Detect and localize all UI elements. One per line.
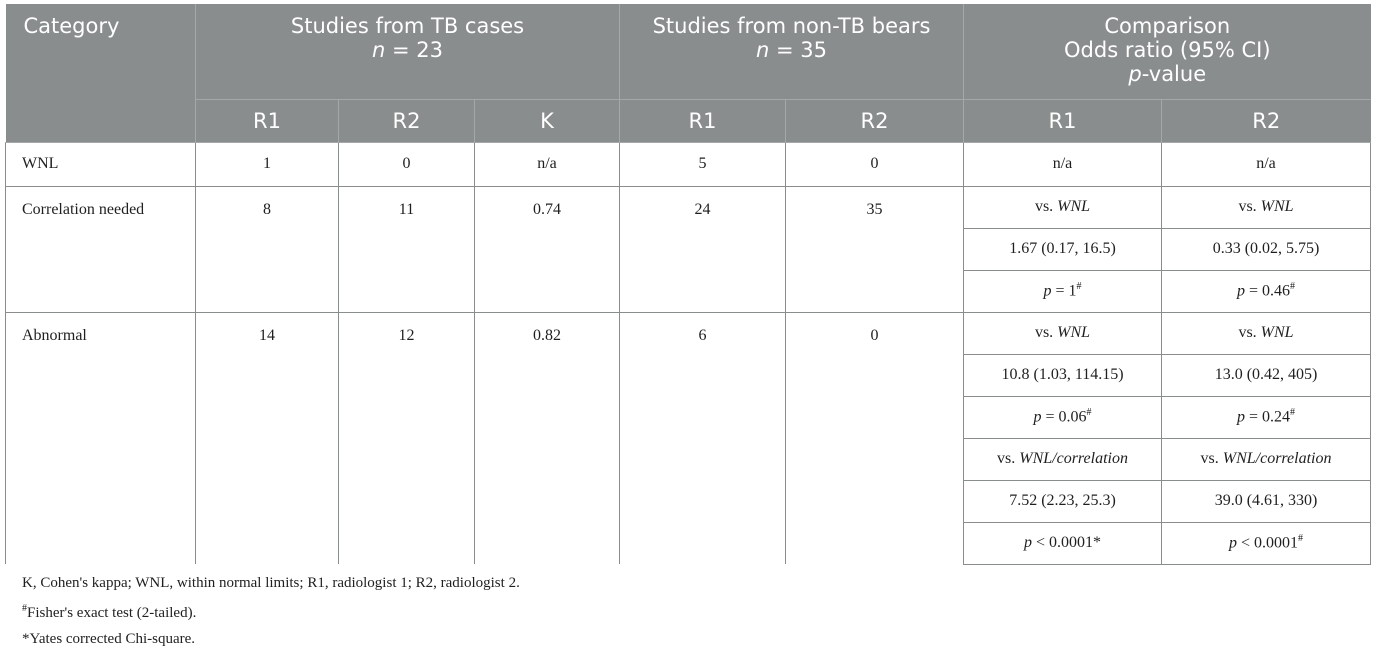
subheader-cmp-r2: R2 (1161, 99, 1371, 143)
header-tb-cases-n: n = 23 (372, 38, 443, 62)
table-row: p = 1# p = 0.46# (6, 269, 1372, 312)
table-row: 1.67 (0.17, 16.5) 0.33 (0.02, 5.75) (6, 227, 1372, 270)
cell-comparison: p < 0.0001# (1161, 521, 1372, 565)
header-comparison: Comparison Odds ratio (95% CI) p-value (963, 4, 1371, 100)
cell-value: 12 (338, 311, 475, 564)
cell-value: 0.74 (473, 185, 621, 312)
cell-value: 11 (338, 185, 475, 312)
table-row: Correlation needed 8 11 0.74 24 35 vs. W… (5, 185, 1372, 312)
cell-comparison: p = 0.06# (963, 395, 1163, 438)
cell-comparison: 0.33 (0.02, 5.75) (1161, 227, 1372, 270)
cell-value: 0 (785, 311, 965, 564)
footnote-fisher: #Fisher's exact test (2-tailed). (22, 603, 197, 621)
header-comparison-line3: p-value (1128, 62, 1207, 86)
cell-comparison: vs. WNL (963, 311, 1163, 354)
table-row: 10.8 (1.03, 114.15) 13.0 (0.42, 405) (6, 353, 1372, 396)
header-category: Category (5, 4, 196, 143)
cell-comparison: 7.52 (2.23, 25.3) (963, 479, 1163, 522)
cell-value: 8 (195, 185, 339, 312)
results-table: Category Studies from TB cases n = 23 St… (5, 4, 1372, 565)
subheader-nontb-r1: R1 (619, 99, 787, 143)
header-nontb-title: Studies from non-TB bears (652, 14, 931, 38)
row-label-wnl: WNL (5, 142, 196, 186)
cell-comparison: p = 1# (963, 269, 1163, 312)
cell-comparison: vs. WNL (963, 185, 1163, 228)
row-label-abnormal: Abnormal (5, 311, 196, 564)
cell-comparison: vs. WNL/correlation (1161, 437, 1372, 480)
table-row: vs. WNL/correlation vs. WNL/correlation (6, 437, 1372, 480)
table-row: p < 0.0001* p < 0.0001# (6, 521, 1372, 565)
cell-value: 35 (785, 185, 965, 312)
cell-value: 14 (195, 311, 339, 564)
table-row: Abnormal 14 12 0.82 6 0 vs. WNL vs. WNL (5, 311, 1372, 564)
cell-value: 24 (619, 185, 787, 312)
cell-comparison: p = 0.46# (1161, 269, 1372, 312)
cell-value: 1 (195, 142, 339, 186)
row-label-correlation: Correlation needed (5, 185, 196, 312)
header-nontb-bears: Studies from non-TB bears n = 35 (619, 4, 965, 100)
subheader-nontb-r2: R2 (785, 99, 965, 143)
header-tb-cases-title: Studies from TB cases (290, 14, 525, 38)
table-row: p = 0.06# p = 0.24# (6, 395, 1372, 438)
subheader-tb-r1: R1 (195, 99, 339, 143)
cell-value: 5 (619, 142, 787, 186)
subheader-tb-r2: R2 (338, 99, 475, 143)
cell-comparison: vs. WNL/correlation (963, 437, 1163, 480)
cell-comparison: p = 0.24# (1161, 395, 1372, 438)
cell-comparison: vs. WNL (1161, 185, 1372, 228)
cell-value: 0 (338, 142, 475, 186)
cell-comparison: 39.0 (4.61, 330) (1161, 479, 1372, 522)
table-row: WNL 1 0 n/a 5 0 n/a n/a (5, 142, 1372, 186)
header-comparison-line1: Comparison (1104, 14, 1231, 38)
footnote-yates: *Yates corrected Chi-square. (22, 631, 196, 647)
table-footnotes: K, Cohen's kappa; WNL, within normal lim… (22, 570, 520, 652)
subheader-k: K (474, 99, 621, 143)
cell-comparison: vs. WNL (1161, 311, 1372, 354)
cell-comparison: p < 0.0001* (963, 521, 1163, 565)
header-comparison-line2: Odds ratio (95% CI) (1064, 38, 1271, 62)
header-nontb-n: n = 35 (756, 38, 827, 62)
cell-comparison: 10.8 (1.03, 114.15) (963, 353, 1163, 396)
cell-value: n/a (1161, 142, 1372, 186)
subheader-cmp-r1: R1 (963, 99, 1163, 143)
table-row: 7.52 (2.23, 25.3) 39.0 (4.61, 330) (6, 479, 1372, 522)
cell-comparison: 13.0 (0.42, 405) (1161, 353, 1372, 396)
footnote-abbreviations: K, Cohen's kappa; WNL, within normal lim… (22, 575, 520, 591)
cell-value: 6 (619, 311, 787, 564)
cell-comparison: 1.67 (0.17, 16.5) (963, 227, 1163, 270)
cell-value: n/a (473, 142, 621, 186)
cell-value: 0.82 (473, 311, 621, 564)
header-tb-cases: Studies from TB cases n = 23 (195, 4, 621, 100)
cell-value: n/a (963, 142, 1163, 186)
cell-value: 0 (785, 142, 965, 186)
